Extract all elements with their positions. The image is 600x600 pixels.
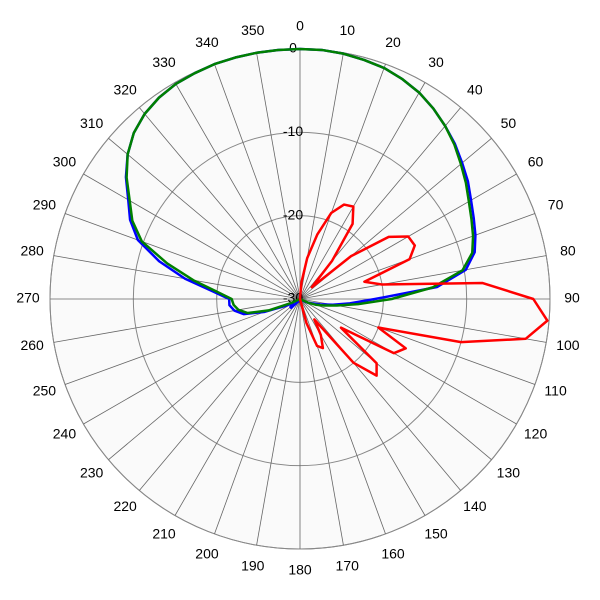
grid-spoke (138, 107, 301, 300)
angle-tick-label: 150 (424, 525, 448, 541)
series-line (298, 203, 549, 377)
angle-tick-label: 40 (467, 81, 483, 97)
grid-spoke (174, 82, 301, 300)
grid-spoke (256, 52, 301, 300)
grid-spoke (108, 137, 301, 300)
angle-tick-label: 60 (528, 154, 544, 170)
angle-tick-label: 20 (385, 34, 401, 50)
radial-tick-label: 0 (289, 40, 297, 56)
angle-tick-label: 140 (463, 498, 487, 514)
grid-spoke (83, 298, 301, 425)
grid-spoke (214, 63, 301, 300)
angle-tick-label: 260 (20, 337, 44, 353)
angle-tick-label: 130 (497, 465, 521, 481)
grid-spoke (299, 213, 536, 300)
angle-tick-label: 220 (113, 498, 137, 514)
grid-spoke (108, 298, 301, 461)
grid-spoke (299, 298, 536, 385)
grid-spoke (53, 255, 301, 300)
angle-tick-label: 200 (195, 545, 219, 561)
angle-tick-label: 340 (195, 34, 219, 50)
angle-tick-label: 180 (288, 562, 312, 578)
angle-tick-label: 350 (241, 22, 265, 38)
angle-tick-label: 230 (80, 465, 104, 481)
angle-tick-label: 250 (33, 383, 57, 399)
grid-spoke (53, 298, 301, 343)
angle-tick-label: 100 (556, 337, 580, 353)
grid-spoke (299, 63, 386, 300)
angle-tick-label: 10 (339, 22, 355, 38)
angle-tick-label: 30 (428, 54, 444, 70)
grid-spoke (299, 255, 547, 300)
grid-spoke (299, 82, 426, 300)
angle-tick-label: 300 (53, 154, 77, 170)
grid-spoke (299, 298, 344, 546)
angle-tick-label: 120 (524, 426, 548, 442)
angle-tick-label: 70 (548, 197, 564, 213)
angle-tick-label: 160 (381, 545, 405, 561)
angle-tick-label: 190 (241, 558, 265, 574)
grid-spoke (138, 298, 301, 491)
angle-tick-label: 80 (560, 242, 576, 258)
angle-tick-label: 330 (152, 54, 176, 70)
grid-spoke (299, 298, 462, 491)
grid-spoke (256, 298, 301, 546)
angle-tick-label: 170 (336, 558, 360, 574)
angle-tick-label: 310 (80, 115, 104, 131)
radial-tick-label: -20 (283, 206, 303, 222)
angle-tick-label: 50 (501, 115, 517, 131)
angle-tick-label: 240 (53, 426, 77, 442)
grid-spoke (64, 213, 301, 300)
angle-tick-label: 320 (113, 81, 137, 97)
radial-tick-label: -10 (283, 123, 303, 139)
grid-spoke (299, 298, 517, 425)
grid-spoke (214, 298, 301, 535)
grid-spoke (83, 173, 301, 300)
grid-spoke (299, 298, 492, 461)
angle-tick-label: 210 (152, 525, 176, 541)
angle-tick-label: 280 (20, 242, 44, 258)
angle-tick-label: 110 (544, 383, 567, 399)
angle-tick-label: 270 (16, 290, 40, 306)
angle-tick-label: 0 (296, 18, 304, 34)
angle-tick-label: 90 (564, 290, 580, 306)
angle-tick-label: 290 (33, 197, 57, 213)
grid-spoke (174, 298, 301, 516)
